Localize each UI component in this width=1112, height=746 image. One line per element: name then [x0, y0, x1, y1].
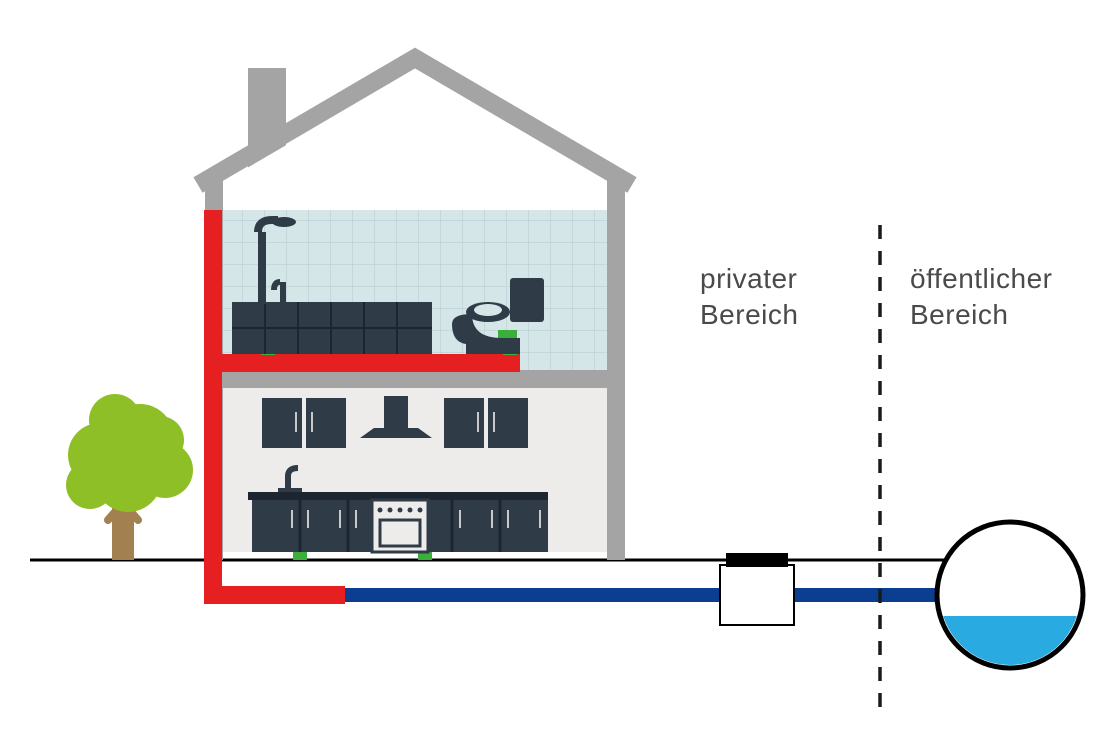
label-public-2: Bereich	[910, 299, 1008, 330]
plumbing-diagram: privater Bereich öffentlicher Bereich	[0, 0, 1112, 746]
label-public-1: öffentlicher	[910, 263, 1052, 294]
tree	[66, 394, 193, 560]
public-sewer	[937, 522, 1083, 696]
inspection-chamber	[720, 553, 794, 625]
label-private-1: privater	[700, 263, 797, 294]
floor-slab	[205, 370, 625, 388]
label-private-2: Bereich	[700, 299, 798, 330]
